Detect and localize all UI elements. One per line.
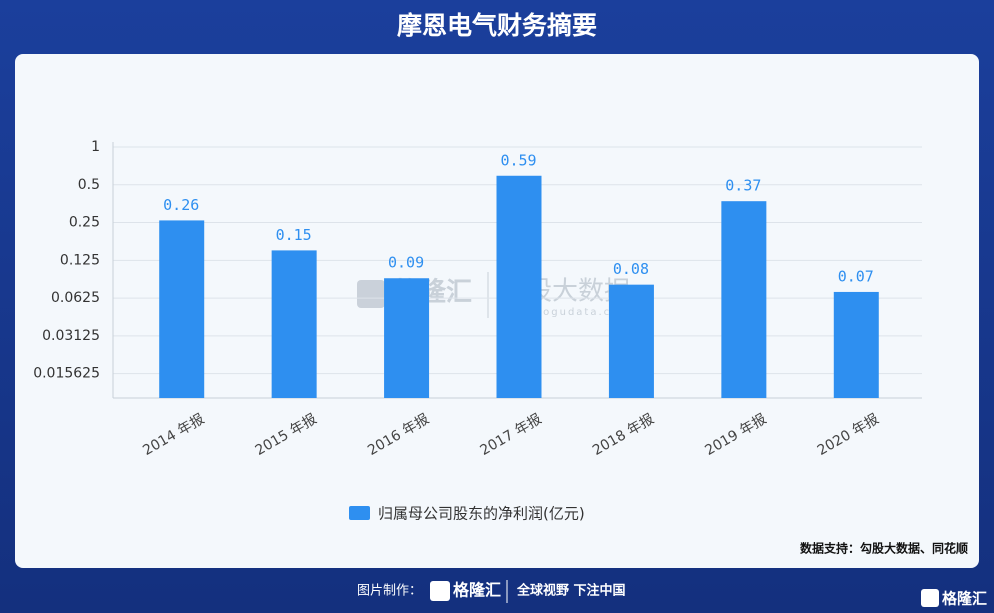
corner-logo xyxy=(921,589,939,607)
bar xyxy=(721,201,767,398)
data-label: 0.37 xyxy=(725,177,761,195)
y-tick-label: 1 xyxy=(91,139,100,155)
corner-brand: 格隆汇 xyxy=(942,590,987,608)
data-label: 0.07 xyxy=(838,267,874,285)
data-label: 0.59 xyxy=(500,151,536,169)
y-tick-label: 0.015625 xyxy=(33,366,100,382)
footer-logo xyxy=(430,581,450,601)
y-tick-label: 0.5 xyxy=(78,177,100,193)
bar xyxy=(271,250,317,398)
page-title: 摩恩电气财务摘要 xyxy=(397,11,597,40)
data-label: 0.15 xyxy=(276,226,312,244)
legend-swatch xyxy=(349,506,370,520)
y-tick-label: 0.0625 xyxy=(51,290,100,306)
source: 数据支持：勾股大数据、同花顺 xyxy=(800,541,968,556)
bar xyxy=(496,175,542,398)
data-label: 0.09 xyxy=(388,254,424,272)
watermark-logo xyxy=(357,280,385,308)
footer-label: 图片制作： xyxy=(357,584,422,599)
data-label: 0.08 xyxy=(613,260,649,278)
y-tick-label: 0.125 xyxy=(60,252,100,268)
watermark-url: www.gogudata.com xyxy=(500,307,631,318)
y-tick-label: 0.03125 xyxy=(42,328,100,344)
bar xyxy=(833,291,879,398)
footer-brand: 格隆汇 xyxy=(453,581,501,600)
bar xyxy=(159,220,205,398)
legend-label: 归属母公司股东的净利润(亿元) xyxy=(378,505,585,523)
bar xyxy=(384,278,430,398)
footer-slogan: 全球视野 下注中国 xyxy=(516,583,626,599)
data-label: 0.26 xyxy=(163,196,199,214)
y-tick-label: 0.25 xyxy=(69,215,100,231)
bar xyxy=(608,284,654,398)
